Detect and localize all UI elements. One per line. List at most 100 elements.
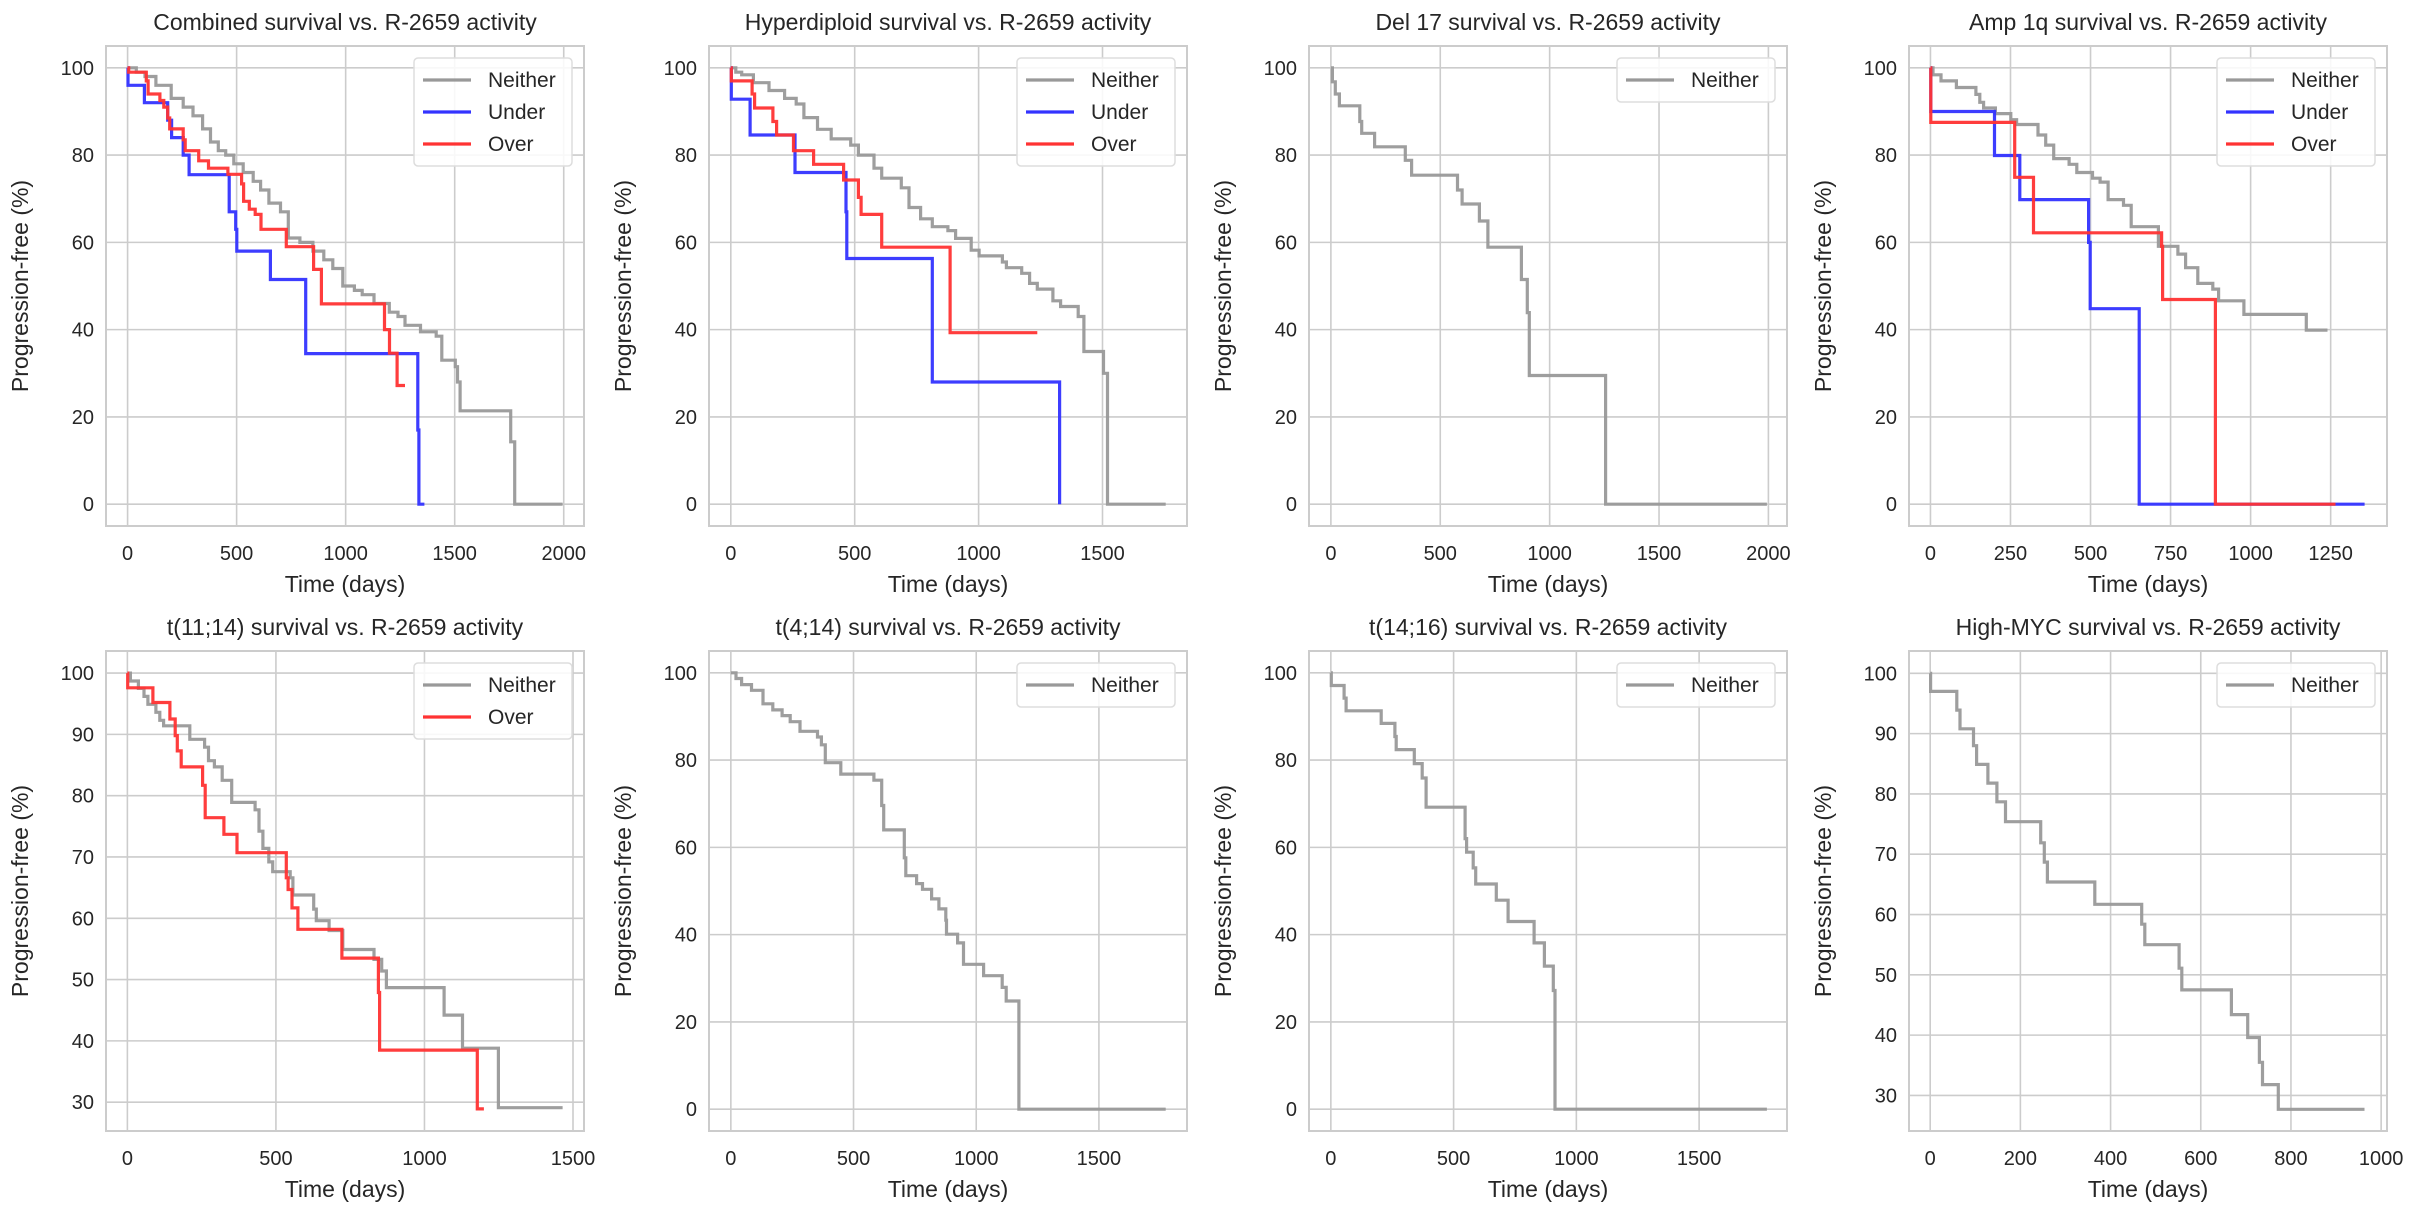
x-tick-label: 400: [2094, 1148, 2127, 1170]
x-tick-label: 2000: [1746, 543, 1791, 565]
x-tick-label: 0: [1325, 1148, 1336, 1170]
y-tick-label: 60: [1275, 232, 1297, 254]
x-tick-label: 500: [2074, 543, 2107, 565]
y-tick-label: 40: [1275, 925, 1297, 947]
y-tick-label: 0: [686, 494, 697, 516]
subplot-title: Combined survival vs. R-2659 activity: [153, 9, 537, 35]
legend: Neither Under Over: [1016, 57, 1176, 167]
legend-box: [2216, 57, 2376, 167]
x-axis-label: Time (days): [2088, 571, 2209, 597]
y-tick-label: 100: [664, 58, 697, 80]
y-tick-label: 20: [1275, 1012, 1297, 1034]
km-curve-under: [126, 66, 425, 506]
subplot-title: t(14;16) survival vs. R-2659 activity: [1369, 614, 1727, 640]
subplot-8: 0 200 400 600 800 1000 30 40 50 60 70 80 90 100 High-M…: [1810, 614, 2403, 1202]
y-tick-label: 80: [1875, 784, 1897, 806]
x-tick-label: 200: [2004, 1148, 2037, 1170]
legend-label: Neither: [1691, 69, 1759, 92]
x-tick-label: 1500: [551, 1148, 596, 1170]
y-tick-label: 80: [675, 145, 697, 167]
y-tick-label: 0: [1886, 494, 1897, 516]
axes-frame: [105, 650, 585, 1132]
legend-label: Neither: [1091, 674, 1159, 697]
legend: Neither Under Over: [413, 57, 573, 167]
km-curve-over: [127, 66, 405, 388]
x-tick-label: 1000: [323, 543, 368, 565]
y-tick-label: 100: [1264, 663, 1297, 685]
km-curve-over: [126, 671, 484, 1111]
km-curve-over: [1929, 66, 2336, 506]
y-tick-label: 60: [72, 232, 94, 254]
legend-label: Over: [1091, 133, 1137, 156]
x-tick-label: 600: [2184, 1148, 2217, 1170]
subplot-4: 0 250 500 750 1000 1250 0 20 40 60 80 100 Amp 1q sur…: [1810, 9, 2388, 597]
y-axis-label: Progression-free (%): [1810, 785, 1836, 997]
x-tick-label: 1000: [402, 1148, 447, 1170]
legend-label: Neither: [488, 674, 556, 697]
y-tick-label: 50: [72, 970, 94, 992]
x-axis-label: Time (days): [2088, 1176, 2209, 1202]
y-tick-label: 40: [675, 320, 697, 342]
km-curve-neither: [1329, 671, 1767, 1111]
x-tick-label: 1000: [1554, 1148, 1599, 1170]
legend-label: Neither: [2291, 674, 2359, 697]
x-tick-label: 0: [122, 1148, 133, 1170]
y-tick-label: 60: [72, 908, 94, 930]
y-tick-label: 60: [1275, 837, 1297, 859]
subplot-title: Amp 1q survival vs. R-2659 activity: [1969, 9, 2327, 35]
y-tick-label: 100: [1864, 58, 1897, 80]
x-tick-label: 0: [122, 543, 133, 565]
y-tick-label: 100: [61, 663, 94, 685]
y-tick-label: 40: [72, 320, 94, 342]
legend: Neither: [1616, 57, 1776, 103]
y-tick-label: 40: [1875, 320, 1897, 342]
x-tick-label: 0: [1325, 543, 1336, 565]
y-tick-label: 80: [1275, 145, 1297, 167]
km-curve-over: [729, 66, 1038, 335]
subplot-title: t(4;14) survival vs. R-2659 activity: [775, 614, 1121, 640]
y-tick-label: 40: [1275, 320, 1297, 342]
legend-label: Neither: [1691, 674, 1759, 697]
y-tick-label: 0: [83, 494, 94, 516]
subplot-title: t(11;14) survival vs. R-2659 activity: [167, 614, 524, 640]
y-tick-label: 60: [675, 232, 697, 254]
x-tick-label: 1500: [432, 543, 477, 565]
km-curve-neither: [730, 66, 1166, 506]
y-tick-label: 100: [1864, 663, 1897, 685]
y-tick-label: 20: [1875, 407, 1897, 429]
x-tick-label: 0: [1925, 1148, 1936, 1170]
subplot-7: 0 500 1000 1500 0 20 40 60 80 100 t(14;16) surviva…: [1210, 614, 1788, 1202]
y-tick-label: 40: [1875, 1025, 1897, 1047]
axes-frame: [1908, 650, 2388, 1132]
x-tick-label: 1000: [2359, 1148, 2404, 1170]
axes-frame: [708, 45, 1188, 527]
x-axis-label: Time (days): [888, 1176, 1009, 1202]
x-tick-label: 2000: [541, 543, 586, 565]
y-axis-label: Progression-free (%): [610, 180, 636, 392]
legend-label: Neither: [2291, 69, 2359, 92]
y-tick-label: 20: [675, 1012, 697, 1034]
y-tick-label: 90: [1875, 724, 1897, 746]
legend-label: Under: [2291, 101, 2348, 124]
legend-box: [1016, 57, 1176, 167]
subplot-title: Hyperdiploid survival vs. R-2659 activit…: [745, 9, 1152, 35]
y-axis-label: Progression-free (%): [1210, 180, 1236, 392]
y-tick-label: 0: [686, 1099, 697, 1121]
x-tick-label: 1000: [956, 543, 1001, 565]
axes-frame: [1308, 45, 1788, 527]
x-tick-label: 1000: [2228, 543, 2273, 565]
x-axis-label: Time (days): [285, 571, 406, 597]
x-tick-label: 500: [1437, 1148, 1470, 1170]
x-tick-label: 500: [1424, 543, 1457, 565]
legend-label: Neither: [1091, 69, 1159, 92]
subplot-2: 0 500 1000 1500 0 20 40 60 80 100 Hyperdiploid sur…: [610, 9, 1188, 597]
km-curve-neither: [1330, 66, 1767, 506]
x-tick-label: 1500: [1077, 1148, 1122, 1170]
y-tick-label: 30: [72, 1092, 94, 1114]
y-tick-label: 30: [1875, 1085, 1897, 1107]
legend-box: [1016, 662, 1176, 708]
x-tick-label: 250: [1994, 543, 2027, 565]
legend: Neither Under Over: [2216, 57, 2376, 167]
x-tick-label: 1000: [1527, 543, 1572, 565]
y-tick-label: 70: [1875, 844, 1897, 866]
